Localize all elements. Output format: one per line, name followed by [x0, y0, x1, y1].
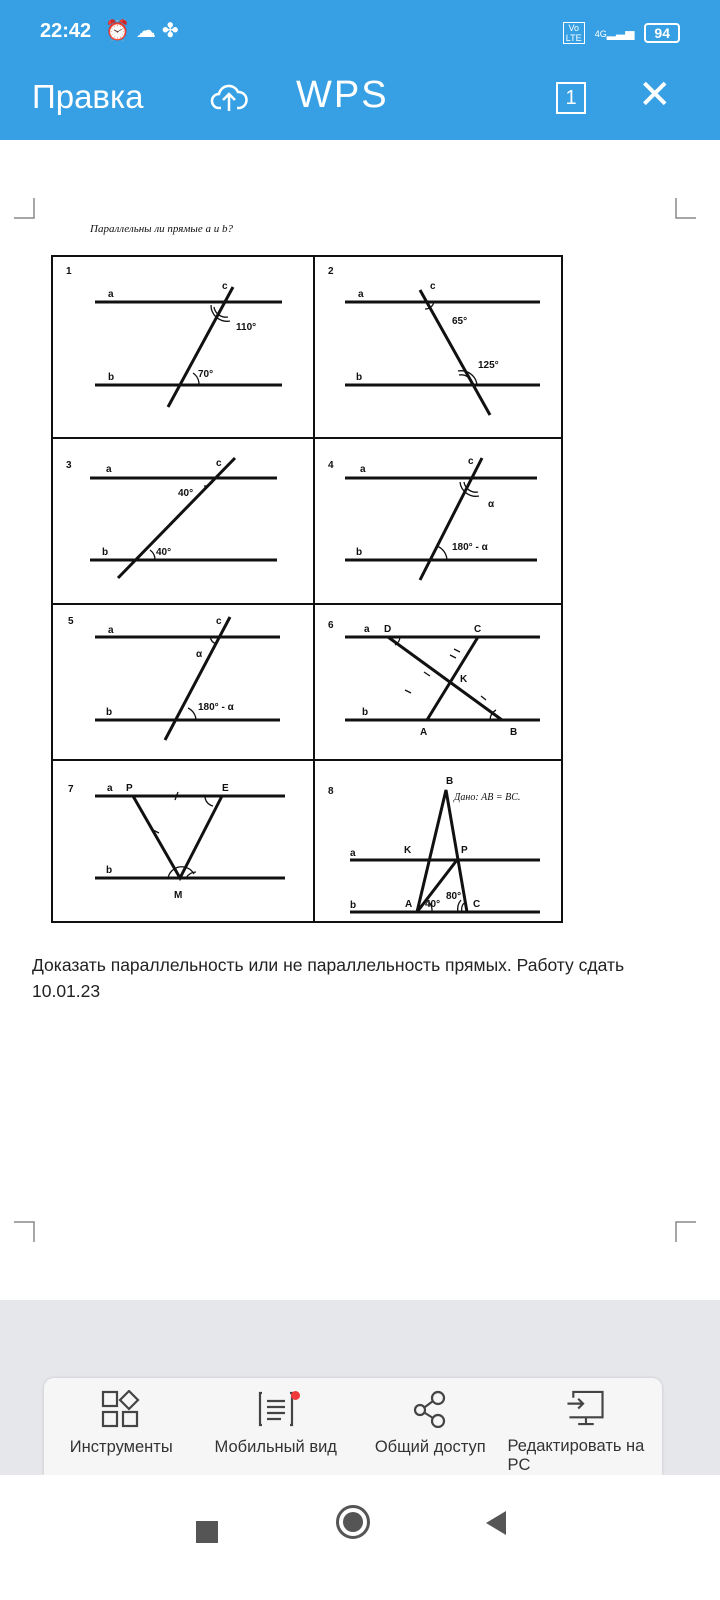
point-label: B [446, 776, 453, 787]
point-label: A [420, 727, 427, 738]
angle-label: 40° [425, 899, 440, 910]
mobile-view-label: Мобильный вид [214, 1438, 337, 1456]
status-icons: ⏰☁✤ [105, 18, 185, 43]
tools-icon [102, 1390, 140, 1428]
angle-label: 40° [178, 488, 193, 499]
edit-on-pc-label: Редактировать на PC [507, 1437, 645, 1474]
line-label: a [350, 848, 356, 859]
point-label: C [474, 624, 481, 635]
cell-number: 7 [68, 784, 74, 795]
page-count-button[interactable]: 1 [556, 82, 586, 114]
point-label: A [405, 899, 412, 910]
line-label: c [468, 456, 474, 467]
point-label: B [510, 727, 517, 738]
fan-icon: ✤ [161, 20, 185, 42]
mobile-view-icon [258, 1391, 293, 1427]
worksheet-image: Параллельны ли прямые a и b? 1 a c b 110… [14, 198, 696, 1242]
share-button[interactable]: Общий доступ [353, 1378, 508, 1475]
point-label: M [174, 890, 182, 901]
line-label: b [356, 372, 362, 383]
angle-label: 40° [156, 547, 171, 558]
angle-label: α [196, 649, 203, 660]
angle-label: α [488, 499, 495, 510]
line-label: b [356, 547, 362, 558]
document-page: Параллельны ли прямые a и b? 1 a c b 110… [0, 140, 720, 1300]
worksheet-heading: Параллельны ли прямые a и b? [89, 223, 233, 235]
point-label: K [404, 845, 412, 856]
line-label: a [358, 289, 364, 300]
line-label: c [430, 281, 436, 292]
point-label: K [460, 674, 468, 685]
angle-label: 125° [478, 360, 499, 371]
line-label: b [362, 707, 368, 718]
cell-number: 8 [328, 786, 334, 797]
point-label: P [461, 845, 468, 856]
line-label: a [107, 783, 113, 794]
system-nav-bar [0, 1475, 720, 1600]
back-button[interactable] [486, 1511, 506, 1535]
given-text: Дано: AB = BC. [453, 792, 520, 803]
line-label: b [106, 707, 112, 718]
status-right: Vo LTE 4G▂▃▅ 94 [562, 22, 680, 44]
status-time: 22:42 [40, 20, 92, 42]
cell-number: 1 [66, 266, 72, 277]
angle-label: 180° - α [198, 702, 235, 713]
line-label: b [350, 900, 356, 911]
home-button[interactable] [336, 1505, 370, 1539]
mobile-view-button[interactable]: Мобильный вид [199, 1378, 354, 1475]
line-label: a [364, 624, 370, 635]
battery-icon: 94 [644, 23, 680, 43]
share-label: Общий доступ [374, 1438, 486, 1456]
app-header: 22:42 ⏰☁✤ Vo LTE 4G▂▃▅ 94 Правка WPS 1 ✕ [0, 0, 720, 140]
line-label: b [102, 547, 108, 558]
line-label: a [108, 625, 114, 636]
assignment-description: Доказать параллельность или не параллель… [32, 955, 625, 1001]
cell-number: 3 [66, 460, 72, 471]
line-label: c [222, 281, 228, 292]
angle-label: 70° [198, 369, 213, 380]
cell-number: 5 [68, 616, 74, 627]
edit-button[interactable]: Правка [32, 78, 144, 115]
angle-label: 65° [452, 316, 467, 327]
bottom-toolbar: Инструменты Мобильный вид Общий доступ Р… [44, 1378, 662, 1475]
line-label: c [216, 458, 222, 469]
share-icon [414, 1390, 446, 1428]
point-label: P [126, 783, 133, 794]
angle-label: 110° [236, 322, 256, 333]
cloud-icon: ☁ [135, 20, 162, 42]
volte-icon: Vo LTE [562, 22, 585, 44]
cell-number: 2 [328, 266, 334, 277]
cell-number: 6 [328, 620, 334, 631]
point-label: C [473, 899, 480, 910]
signal-icon: 4G▂▃▅ [594, 26, 635, 40]
point-label: E [222, 783, 229, 794]
edit-on-pc-icon [567, 1390, 604, 1426]
angle-label: 80° [446, 891, 461, 902]
tools-button[interactable]: Инструменты [44, 1378, 199, 1475]
tools-label: Инструменты [69, 1438, 173, 1456]
notification-dot [290, 1391, 300, 1400]
wps-logo: WPS [296, 74, 389, 116]
line-label: b [106, 865, 112, 876]
close-icon[interactable]: ✕ [638, 73, 672, 117]
cell-number: 4 [328, 460, 334, 471]
recents-button[interactable] [196, 1521, 218, 1543]
line-label: a [106, 464, 112, 475]
line-label: a [360, 464, 366, 475]
alarm-icon: ⏰ [105, 20, 136, 42]
cloud-upload-icon[interactable] [210, 78, 248, 119]
point-label: D [384, 624, 391, 635]
angle-label: 180° - α [452, 542, 489, 553]
line-label: a [108, 289, 114, 300]
edit-on-pc-button[interactable]: Редактировать на PC [508, 1378, 663, 1475]
line-label: b [108, 372, 114, 383]
line-label: c [216, 616, 222, 627]
